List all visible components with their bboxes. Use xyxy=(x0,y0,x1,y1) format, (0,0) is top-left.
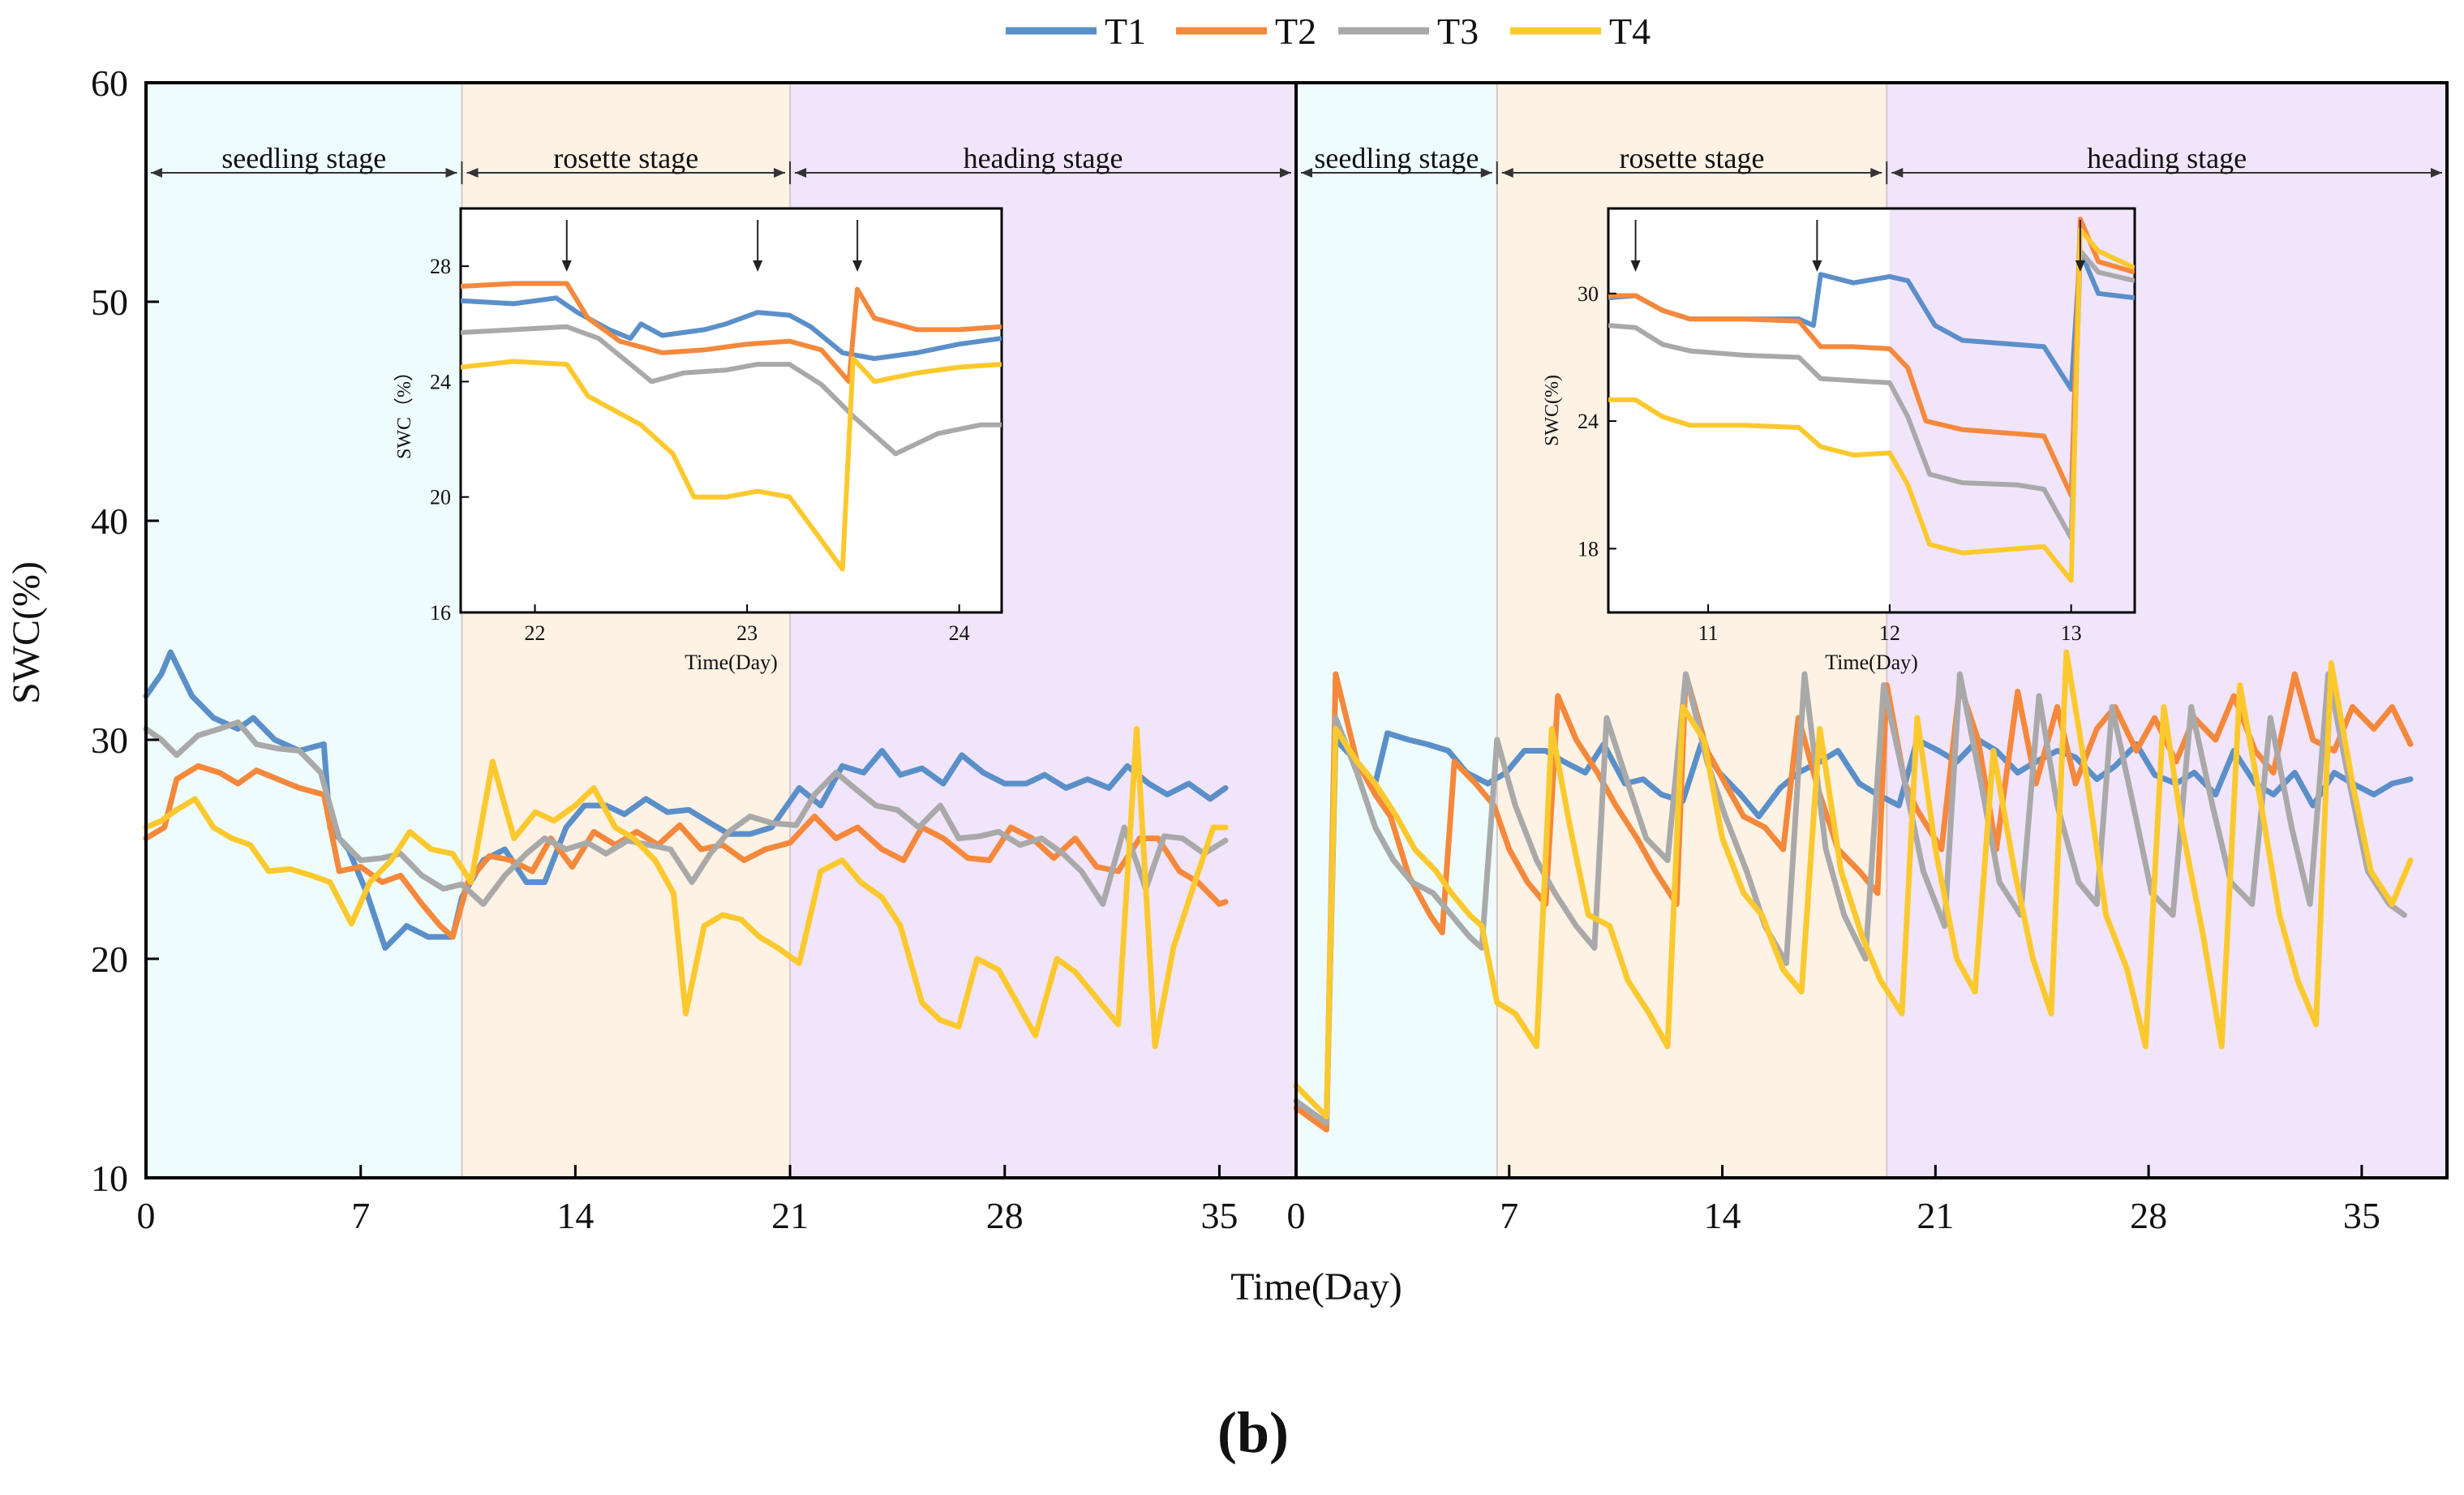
x-tick-label: 21 xyxy=(771,1195,809,1236)
inset-frame xyxy=(459,207,1003,614)
series-line-t3 xyxy=(1293,671,2407,1126)
inset-y-tick-label: 24 xyxy=(430,370,451,393)
inset-y-tick-label: 18 xyxy=(1578,537,1599,561)
x-tick-label: 21 xyxy=(1917,1195,1954,1236)
stage-arrowhead xyxy=(445,168,457,178)
panel-left: seedling stage rosette stage heading stage… xyxy=(137,81,1298,1236)
stage-arrowhead xyxy=(1891,168,1904,178)
x-tick-label: 28 xyxy=(986,1195,1024,1236)
y-tick-label: 10 xyxy=(91,1158,128,1199)
stage-arrowhead xyxy=(1301,168,1312,178)
stage-label: rosette stage xyxy=(1620,142,1765,174)
inset-y-tick-label: 28 xyxy=(430,255,451,278)
legend-label-t1: T1 xyxy=(1105,11,1146,52)
series-line-t1 xyxy=(1293,730,2414,1126)
x-tick-label: 14 xyxy=(1704,1195,1741,1236)
inset-arrowhead xyxy=(2075,260,2085,272)
stage-arrowhead xyxy=(1870,168,1882,178)
stage-arrowhead xyxy=(1280,168,1291,178)
legend-label-t3: T3 xyxy=(1437,11,1479,52)
inset-x-tick-label: 24 xyxy=(949,621,970,645)
y-axis: 10 20 30 40 50 60 xyxy=(91,62,159,1199)
x-tick-label: 7 xyxy=(351,1195,370,1236)
inset-arrowhead xyxy=(852,260,863,272)
y-axis-label: SWC(%) xyxy=(5,561,48,704)
inset-x-tick-label: 13 xyxy=(2061,621,2082,645)
legend: T1 T2 T3 T4 xyxy=(1006,11,1651,52)
y-tick-label: 30 xyxy=(91,720,128,761)
panel-right: seedling stage rosette stage heading stage… xyxy=(1287,81,2449,1236)
inset-chart: 22 23 24 16 20 24 28 Time(Day) SWC（%） xyxy=(394,207,1003,674)
stage-arrowhead xyxy=(1480,168,1492,178)
series-line-t4 xyxy=(143,726,1229,1050)
inset-x-tick-label: 12 xyxy=(1879,621,1900,645)
stage-arrowhead xyxy=(466,168,479,178)
inset-y-tick-label: 16 xyxy=(430,601,451,625)
x-tick-label: 35 xyxy=(2343,1195,2380,1236)
series-line-t3 xyxy=(143,719,1229,907)
x-tick-label: 0 xyxy=(137,1195,156,1236)
inset-x-tick-label: 22 xyxy=(525,621,546,645)
inset-y-tick-label: 30 xyxy=(1578,282,1599,306)
inset-y-label: SWC（%） xyxy=(394,362,415,459)
inset-x-label: Time(Day) xyxy=(1825,651,1918,674)
stage-arrowhead xyxy=(2431,168,2442,178)
inset-arrowhead xyxy=(1630,260,1641,272)
stage-arrowhead xyxy=(795,168,807,178)
stage-arrowhead xyxy=(774,168,786,178)
series-line-t2 xyxy=(143,763,1229,940)
y-tick-label: 20 xyxy=(91,939,128,980)
series-line-t1 xyxy=(143,649,1229,951)
inset-arrowhead xyxy=(561,260,572,272)
inset-series-t1 xyxy=(461,295,1002,361)
inset-series-t2 xyxy=(461,281,1002,384)
stage-arrowhead xyxy=(1501,168,1513,178)
inset-arrowhead xyxy=(1812,260,1822,272)
series-line-t4 xyxy=(1293,649,2414,1119)
stage-label: rosette stage xyxy=(553,142,698,174)
x-tick-label: 28 xyxy=(2130,1195,2167,1236)
x-tick-label: 0 xyxy=(1287,1195,1306,1236)
figure-label: (b) xyxy=(1217,1400,1289,1465)
inset-x-tick-label: 11 xyxy=(1698,621,1719,645)
legend-label-t4: T4 xyxy=(1609,11,1651,52)
stage-label: heading stage xyxy=(964,142,1123,174)
stage-band-seedling xyxy=(146,83,462,1178)
stage-label: heading stage xyxy=(2087,142,2247,174)
inset-chart: 11 12 13 18 24 30 Time(Day) SWC(%) xyxy=(1542,207,2136,674)
x-tick-label: 14 xyxy=(556,1195,594,1236)
stage-arrowhead xyxy=(151,168,162,178)
x-tick-label: 35 xyxy=(1200,1195,1238,1236)
y-tick-label: 50 xyxy=(91,281,128,323)
y-tick-label: 60 xyxy=(91,62,128,104)
inset-series-t4 xyxy=(1608,227,2135,583)
inset-y-tick-label: 20 xyxy=(430,486,451,509)
stage-label: seedling stage xyxy=(1314,142,1479,174)
inset-x-tick-label: 23 xyxy=(736,621,758,645)
inset-x-label: Time(Day) xyxy=(685,651,778,674)
legend-label-t2: T2 xyxy=(1275,11,1316,52)
x-axis-label: Time(Day) xyxy=(1230,1265,1402,1308)
inset-arrowhead xyxy=(753,260,763,272)
inset-series-t3 xyxy=(461,324,1002,457)
x-tick-label: 7 xyxy=(1500,1195,1518,1236)
inset-y-label: SWC(%) xyxy=(1542,375,1563,446)
stage-label: seedling stage xyxy=(221,142,386,174)
panel-frame xyxy=(1294,81,2449,1179)
y-tick-label: 40 xyxy=(91,500,128,542)
inset-series-t4 xyxy=(461,356,1002,572)
inset-y-tick-label: 24 xyxy=(1578,410,1599,433)
